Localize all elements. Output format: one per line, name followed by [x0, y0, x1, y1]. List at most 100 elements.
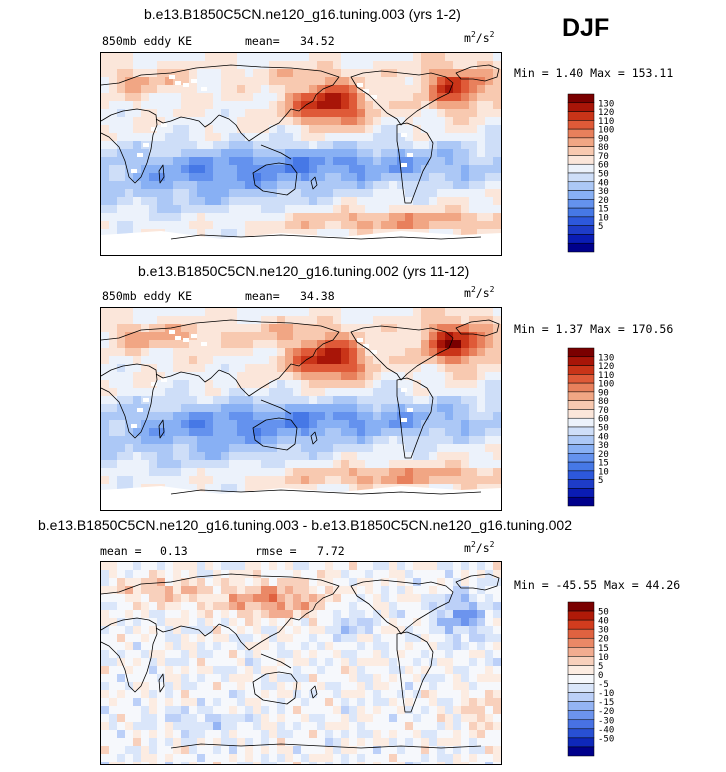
map-cell [325, 324, 334, 333]
map-cell [181, 634, 190, 643]
map-cell [277, 642, 286, 651]
map-cell [229, 93, 238, 102]
map-cell [485, 642, 494, 651]
map-cell [453, 69, 462, 78]
map-cell [301, 570, 310, 579]
map-cell [109, 308, 118, 317]
map-cell [357, 308, 366, 317]
map-cell [405, 738, 414, 747]
map-cell [293, 626, 302, 635]
map-cell [301, 650, 310, 659]
map-cell [325, 594, 334, 603]
map-cell [437, 642, 446, 651]
map-cell [469, 93, 478, 102]
map-cell [221, 356, 230, 365]
map-cell [101, 173, 110, 182]
map-cell [301, 93, 310, 102]
map-cell [181, 578, 190, 587]
map-cell [421, 626, 430, 635]
map-cell [381, 53, 390, 62]
map-cell [485, 125, 494, 134]
map-cell [413, 61, 422, 70]
map-cell [173, 746, 182, 755]
map-cell [245, 173, 254, 182]
map-cell [301, 468, 310, 477]
map-cell [109, 85, 118, 94]
map-cell [205, 197, 214, 206]
map-cell [453, 101, 462, 110]
map-cell [349, 460, 358, 469]
map-cell [293, 133, 302, 142]
map-cell [421, 316, 430, 325]
map-cell [229, 626, 238, 635]
map-cell [173, 404, 182, 413]
map-cell [277, 682, 286, 691]
map-cell [317, 428, 326, 437]
map-cell [205, 444, 214, 453]
map-cell [165, 85, 174, 94]
map-cell [141, 610, 150, 619]
map-cell [101, 53, 110, 62]
map-cell [493, 738, 501, 747]
map-cell [125, 412, 134, 421]
map-cell [445, 109, 454, 118]
map-cell [221, 420, 230, 429]
map-cell [261, 610, 270, 619]
map-cell [133, 364, 142, 373]
panel-3-map [100, 561, 502, 765]
map-cell [397, 634, 406, 643]
map-cell [365, 626, 374, 635]
map-cell [493, 666, 501, 675]
map-cell [165, 682, 174, 691]
map-cell [341, 229, 350, 238]
map-cell [149, 324, 158, 333]
map-cell [325, 348, 334, 357]
map-cell [197, 594, 206, 603]
map-cell [485, 436, 494, 445]
map-cell [405, 420, 414, 429]
map-cell [333, 316, 342, 325]
colorbar-swatch [567, 356, 595, 366]
map-cell [229, 69, 238, 78]
map-cell [381, 404, 390, 413]
map-cell [309, 562, 318, 571]
map-cell [397, 428, 406, 437]
map-cell [381, 173, 390, 182]
map-cell [205, 412, 214, 421]
map-cell [325, 714, 334, 723]
map-cell [381, 356, 390, 365]
map-cell [341, 93, 350, 102]
map-cell [477, 157, 486, 166]
map-cell [237, 85, 246, 94]
map-cell [293, 420, 302, 429]
map-cell [373, 602, 382, 611]
map-cell [381, 133, 390, 142]
map-cell [309, 109, 318, 118]
map-cell [333, 476, 342, 485]
map-cell [413, 372, 422, 381]
map-cell [365, 476, 374, 485]
map-cell [189, 412, 198, 421]
map-cell [461, 602, 470, 611]
map-cell [133, 682, 142, 691]
map-cell [293, 173, 302, 182]
map-cell [269, 404, 278, 413]
map-cell [405, 53, 414, 62]
map-cell [165, 610, 174, 619]
map-cell [101, 594, 110, 603]
map-cell [109, 332, 118, 341]
map-cell [189, 61, 198, 70]
map-cell [261, 618, 270, 627]
map-cell [397, 468, 406, 477]
panel-3-mean-label: mean = [100, 544, 142, 558]
map-cell [149, 658, 158, 667]
map-cell [165, 380, 174, 389]
map-cell [229, 738, 238, 747]
map-cell [365, 738, 374, 747]
map-cell [373, 412, 382, 421]
map-cell [229, 674, 238, 683]
colorbar-tick-label: 80 [598, 143, 609, 153]
map-cell [469, 690, 478, 699]
map-cell [357, 181, 366, 190]
map-cell [301, 308, 310, 317]
